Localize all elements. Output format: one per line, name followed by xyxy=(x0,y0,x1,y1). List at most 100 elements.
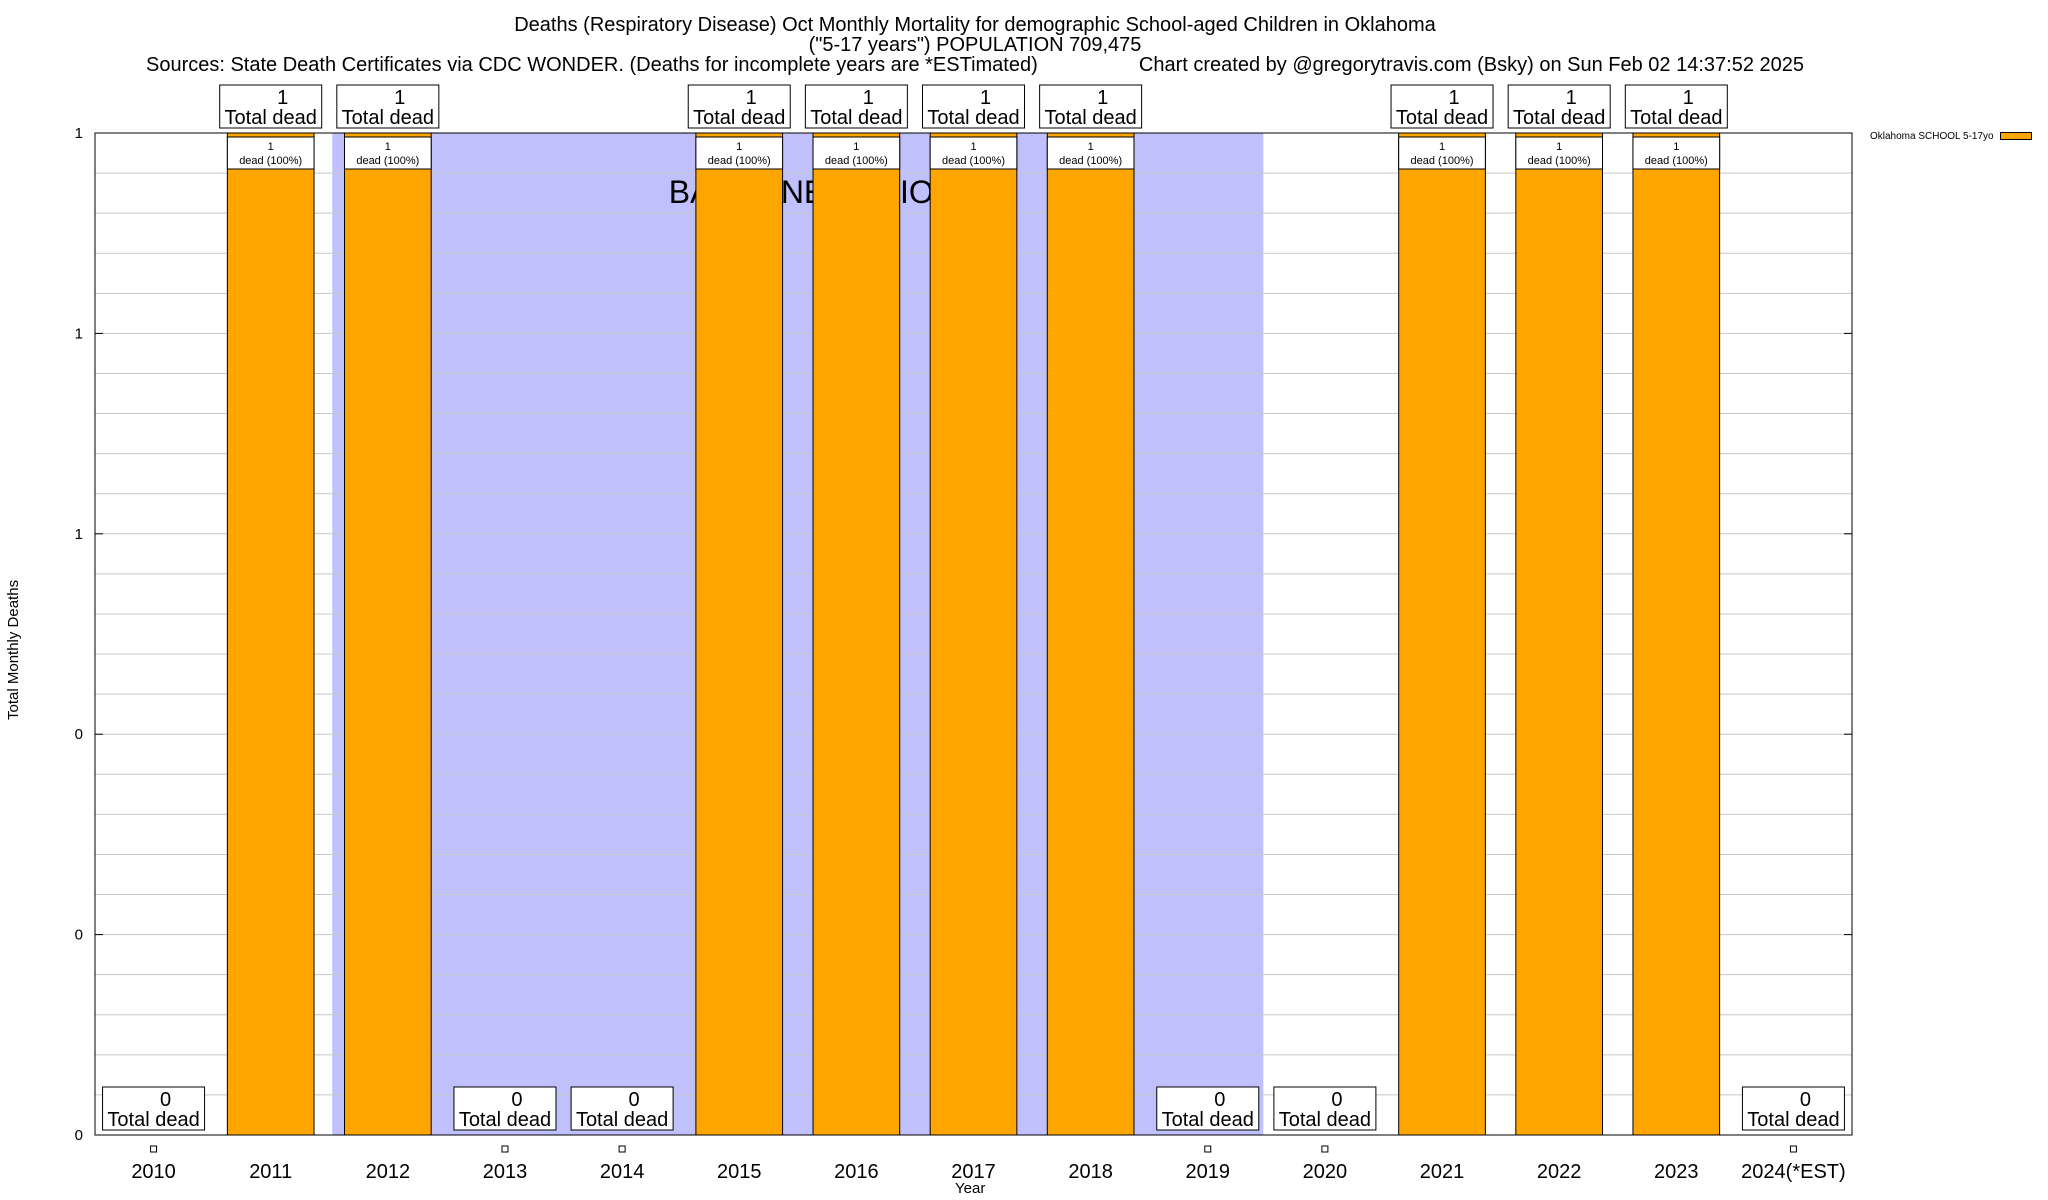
x-tick-label: 2012 xyxy=(366,1161,411,1183)
x-tick-label: 2019 xyxy=(1186,1161,1231,1183)
plot-frame xyxy=(94,132,1853,1136)
total-label-box xyxy=(1624,84,1728,129)
bar-value-box xyxy=(1632,136,1721,170)
total-label-count: 0 xyxy=(1214,1089,1225,1111)
total-label-count: 1 xyxy=(1448,87,1459,109)
total-label-text: Total dead xyxy=(576,1109,668,1131)
bar xyxy=(343,132,432,1136)
bar-value-count: 1 xyxy=(1673,141,1679,153)
bar xyxy=(1046,132,1135,1136)
bar-value-label: dead (100%) xyxy=(1528,155,1591,167)
total-label-count: 0 xyxy=(1331,1089,1342,1111)
total-label-box xyxy=(1507,84,1611,129)
x-tick-label: 2013 xyxy=(483,1161,528,1183)
total-label-text: Total dead xyxy=(1747,1109,1839,1131)
bar-value-label: dead (100%) xyxy=(825,155,888,167)
x-tick-label: 2011 xyxy=(249,1161,292,1183)
bar xyxy=(1398,132,1486,1136)
total-label-box xyxy=(1741,1086,1845,1131)
total-label-text: Total dead xyxy=(1279,1109,1371,1131)
bar-value-count: 1 xyxy=(970,141,976,153)
total-label-box xyxy=(687,84,791,129)
bar-value-count: 1 xyxy=(853,141,859,153)
bar-value-count: 1 xyxy=(1439,141,1445,153)
total-label-box xyxy=(336,84,440,129)
chart-subtitle: Sources: State Death Certificates via CD… xyxy=(0,54,1950,76)
total-label-box xyxy=(922,84,1025,129)
total-label-box xyxy=(1039,84,1143,129)
y-tick-label: 0 xyxy=(75,1127,83,1144)
total-label-text: Total dead xyxy=(107,1109,199,1131)
total-label-box xyxy=(219,84,323,129)
total-label-text: Total dead xyxy=(1396,107,1488,129)
total-label-box xyxy=(102,1086,206,1131)
chart-title-line1: Deaths (Respiratory Disease) Oct Monthly… xyxy=(514,14,1436,36)
total-label-box xyxy=(1390,84,1494,129)
total-label-text: Total dead xyxy=(810,107,902,129)
zero-marker xyxy=(1789,1145,1797,1153)
total-label-box xyxy=(1273,1086,1377,1131)
y-tick-label: 0 xyxy=(75,927,83,944)
total-label-count: 0 xyxy=(511,1089,522,1111)
total-label-count: 1 xyxy=(746,87,757,109)
bar-value-box xyxy=(226,136,315,170)
x-tick-label: 2010 xyxy=(131,1161,176,1183)
bar-value-box xyxy=(1515,136,1604,170)
total-label-text: Total dead xyxy=(1162,1109,1254,1131)
x-tick-label: 2022 xyxy=(1537,1161,1582,1183)
bar-value-label: dead (100%) xyxy=(942,155,1005,167)
bar-value-label: dead (100%) xyxy=(708,155,771,167)
x-axis-label: Year xyxy=(955,1180,986,1197)
total-label-box xyxy=(453,1086,557,1131)
y-tick-label: 1 xyxy=(75,125,83,142)
bar-value-box xyxy=(1398,136,1486,170)
total-label-count: 1 xyxy=(1683,87,1694,109)
credit-text: Chart created by @gregorytravis.com (Bsk… xyxy=(1138,54,1804,76)
y-tick-label: 0 xyxy=(75,726,83,743)
total-label-text: Total dead xyxy=(342,107,434,129)
bar-value-label: dead (100%) xyxy=(1411,155,1474,167)
x-tick-label: 2024(*EST) xyxy=(1741,1161,1846,1183)
total-label-count: 1 xyxy=(394,87,405,109)
total-label-count: 1 xyxy=(1097,87,1108,109)
bar-value-label: dead (100%) xyxy=(239,155,302,167)
total-label-box xyxy=(804,84,908,129)
sources-text: Sources: State Death Certificates via CD… xyxy=(145,54,1038,76)
zero-marker xyxy=(1204,1145,1212,1153)
bar-value-box xyxy=(695,136,784,170)
total-label-text: Total dead xyxy=(693,107,785,129)
bar-value-box xyxy=(343,136,432,170)
bar-value-label: dead (100%) xyxy=(1645,155,1708,167)
bar-value-box xyxy=(812,136,901,170)
bar xyxy=(226,132,315,1136)
total-label-text: Total dead xyxy=(225,107,317,129)
zero-marker xyxy=(501,1145,509,1153)
total-label-count: 1 xyxy=(277,87,288,109)
bar xyxy=(695,132,784,1136)
total-label-text: Total dead xyxy=(1630,107,1722,129)
bar xyxy=(1632,132,1721,1136)
bar-value-box xyxy=(1046,136,1135,170)
legend: Oklahoma SCHOOL 5-17yo xyxy=(1870,131,2032,142)
total-label-count: 1 xyxy=(1566,87,1577,109)
bar xyxy=(929,132,1018,1136)
total-label-box xyxy=(570,1086,674,1131)
bar xyxy=(812,132,901,1136)
x-tick-label: 2023 xyxy=(1654,1161,1699,1183)
y-axis-label: Total Monthly Deaths xyxy=(5,579,22,720)
bar-value-count: 1 xyxy=(385,141,391,153)
total-label-text: Total dead xyxy=(1513,107,1605,129)
total-label-text: Total dead xyxy=(1044,107,1136,129)
bar-value-box xyxy=(929,136,1018,170)
bar-value-count: 1 xyxy=(268,141,274,153)
x-tick-label: 2020 xyxy=(1303,1161,1348,1183)
x-tick-label: 2016 xyxy=(834,1161,879,1183)
bar-value-label: dead (100%) xyxy=(356,155,419,167)
bar-value-count: 1 xyxy=(1088,141,1094,153)
x-tick-label: 2015 xyxy=(717,1161,762,1183)
bar-value-count: 1 xyxy=(736,141,742,153)
chart-title-line2: ("5-17 years") POPULATION 709,475 xyxy=(808,34,1142,56)
legend-label: Oklahoma SCHOOL 5-17yo xyxy=(1870,131,1994,142)
x-tick-label: 2021 xyxy=(1420,1161,1465,1183)
